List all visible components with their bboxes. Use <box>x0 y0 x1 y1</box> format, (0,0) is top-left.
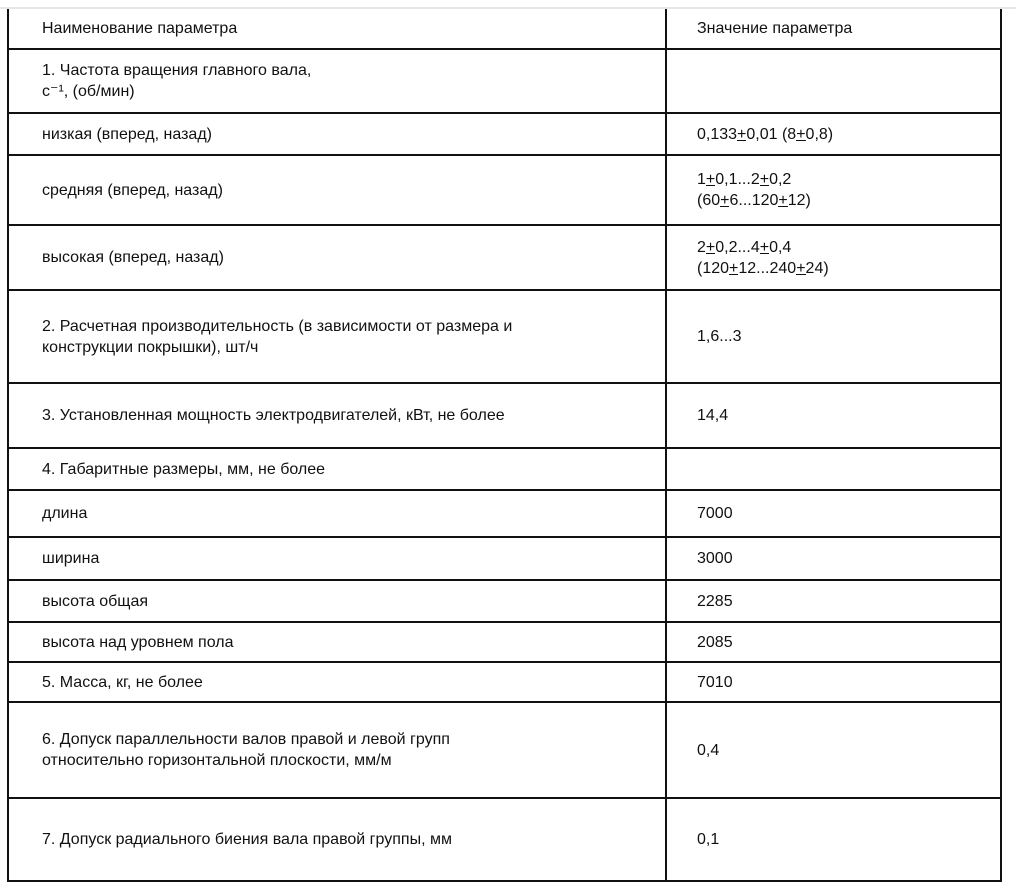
param-value: 7000 <box>665 489 1002 538</box>
table-row: 3. Установленная мощность электродвигате… <box>7 382 1002 449</box>
param-name: 1. Частота вращения главного вала, с⁻¹, … <box>7 48 667 114</box>
table-row: 6. Допуск параллельности валов правой и … <box>7 701 1002 799</box>
param-name: длина <box>7 489 667 538</box>
param-name: 7. Допуск радиального биения вала правой… <box>7 797 667 882</box>
param-value: 2085 <box>665 621 1002 663</box>
table-row: 2. Расчетная производительность (в завис… <box>7 289 1002 384</box>
header-value: Значение параметра <box>665 9 1002 50</box>
param-value: 3000 <box>665 536 1002 581</box>
param-name: 3. Установленная мощность электродвигате… <box>7 382 667 449</box>
param-value: 7010 <box>665 661 1002 703</box>
param-name: 4. Габаритные размеры, мм, не более <box>7 447 667 491</box>
table-row: ширина 3000 <box>7 536 1002 581</box>
param-value: 14,4 <box>665 382 1002 449</box>
table-row: высота общая 2285 <box>7 579 1002 623</box>
param-name: 5. Масса, кг, не более <box>7 661 667 703</box>
param-name: высокая (вперед, назад) <box>7 224 667 291</box>
top-divider <box>0 7 1016 9</box>
param-name: низкая (вперед, назад) <box>7 112 667 156</box>
param-name: высота общая <box>7 579 667 623</box>
param-value: 0,4 <box>665 701 1002 799</box>
table-row: 1. Частота вращения главного вала, с⁻¹, … <box>7 48 1002 114</box>
param-value <box>665 48 1002 114</box>
table-header-row: Наименование параметра Значение параметр… <box>7 9 1002 50</box>
table-row: средняя (вперед, назад) 1+0,1...2+0,2 (60… <box>7 154 1002 226</box>
table-row: 5. Масса, кг, не более 7010 <box>7 661 1002 703</box>
param-name: 2. Расчетная производительность (в завис… <box>7 289 667 384</box>
param-name: средняя (вперед, назад) <box>7 154 667 226</box>
table-row: низкая (вперед, назад) 0,133+0,01 (8+0,8) <box>7 112 1002 156</box>
param-name: 6. Допуск параллельности валов правой и … <box>7 701 667 799</box>
table-row: 4. Габаритные размеры, мм, не более <box>7 447 1002 491</box>
table-row: 7. Допуск радиального биения вала правой… <box>7 797 1002 882</box>
table-row: высокая (вперед, назад) 2+0,2...4+0,4 (12… <box>7 224 1002 291</box>
param-value: 2+0,2...4+0,4 (120+12...240+24) <box>665 224 1002 291</box>
parameters-table: Наименование параметра Значение параметр… <box>7 9 1002 882</box>
table-row: высота над уровнем пола 2085 <box>7 621 1002 663</box>
param-value: 1+0,1...2+0,2 (60+6...120+12) <box>665 154 1002 226</box>
param-name: высота над уровнем пола <box>7 621 667 663</box>
param-value: 0,133+0,01 (8+0,8) <box>665 112 1002 156</box>
param-value: 0,1 <box>665 797 1002 882</box>
param-name: ширина <box>7 536 667 581</box>
param-value: 1,6...3 <box>665 289 1002 384</box>
table-row: длина 7000 <box>7 489 1002 538</box>
param-value: 2285 <box>665 579 1002 623</box>
header-name: Наименование параметра <box>7 9 667 50</box>
param-value <box>665 447 1002 491</box>
